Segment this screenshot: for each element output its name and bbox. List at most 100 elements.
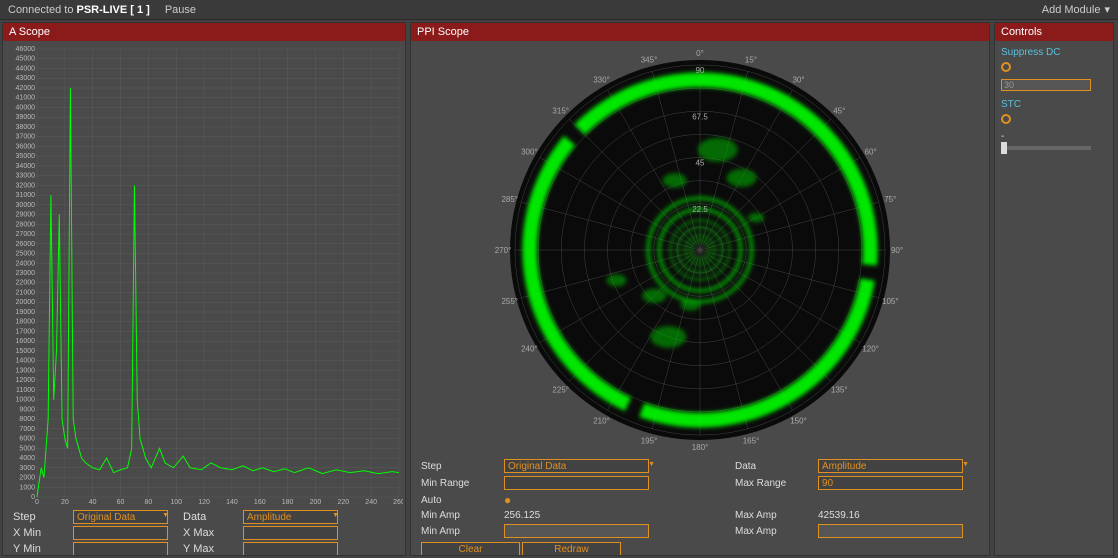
svg-text:34000: 34000 bbox=[16, 163, 36, 170]
svg-text:6000: 6000 bbox=[19, 436, 35, 443]
controls-header: Controls bbox=[995, 23, 1113, 41]
status-name: PSR-LIVE [ 1 ] bbox=[77, 4, 150, 16]
svg-text:13000: 13000 bbox=[16, 367, 36, 374]
svg-text:0: 0 bbox=[35, 499, 39, 505]
svg-text:43000: 43000 bbox=[16, 75, 36, 82]
xmax-label: X Max bbox=[183, 527, 233, 539]
ymin-label: Y Min bbox=[13, 543, 63, 555]
svg-text:12000: 12000 bbox=[16, 377, 36, 384]
svg-text:42000: 42000 bbox=[16, 85, 36, 92]
stc-radio[interactable] bbox=[1001, 114, 1011, 124]
ppi-minamp2-label: Min Amp bbox=[421, 526, 496, 537]
svg-text:160: 160 bbox=[254, 499, 266, 505]
ppi-minrange-label: Min Range bbox=[421, 478, 496, 489]
ppi-radar: 0°15°30°45°60°75°90°105°120°135°150°165°… bbox=[480, 45, 920, 455]
svg-text:100: 100 bbox=[170, 499, 182, 505]
svg-text:7000: 7000 bbox=[19, 426, 35, 433]
ppi-data-select[interactable]: Amplitude bbox=[818, 459, 963, 473]
svg-text:150°: 150° bbox=[790, 417, 807, 426]
svg-text:15000: 15000 bbox=[16, 348, 36, 355]
svg-text:33000: 33000 bbox=[16, 173, 36, 180]
svg-text:38000: 38000 bbox=[16, 124, 36, 131]
ppi-step-label: Step bbox=[421, 461, 496, 472]
chevron-down-icon: ▾ bbox=[1104, 3, 1110, 16]
svg-text:165°: 165° bbox=[743, 436, 760, 445]
ymax-input[interactable] bbox=[243, 542, 338, 555]
top-bar: Connected to PSR-LIVE [ 1 ] Pause Add Mo… bbox=[0, 0, 1118, 20]
svg-text:24000: 24000 bbox=[16, 260, 36, 267]
svg-text:18000: 18000 bbox=[16, 319, 36, 326]
svg-text:135°: 135° bbox=[831, 385, 848, 394]
ppi-panel: PPI Scope 0°15°30°4 bbox=[410, 22, 990, 556]
svg-text:40000: 40000 bbox=[16, 104, 36, 111]
svg-text:4000: 4000 bbox=[19, 455, 35, 462]
ppi-minamp-value: 256.125 bbox=[504, 510, 659, 521]
ppi-maxamp2-label: Max Amp bbox=[735, 526, 810, 537]
svg-text:25000: 25000 bbox=[16, 251, 36, 258]
svg-text:39000: 39000 bbox=[16, 114, 36, 121]
ppi-maxrange-input[interactable] bbox=[818, 476, 963, 490]
pause-button[interactable]: Pause bbox=[165, 4, 196, 16]
svg-text:220: 220 bbox=[337, 499, 349, 505]
svg-text:30°: 30° bbox=[792, 75, 804, 84]
redraw-button[interactable]: Redraw bbox=[522, 542, 621, 555]
suppress-dc-value[interactable]: 30 bbox=[1001, 79, 1091, 91]
svg-text:120°: 120° bbox=[862, 345, 879, 354]
connection-status: Connected to PSR-LIVE [ 1 ] bbox=[8, 4, 150, 16]
svg-text:80: 80 bbox=[144, 499, 152, 505]
svg-text:67.5: 67.5 bbox=[692, 112, 708, 121]
svg-text:41000: 41000 bbox=[16, 95, 36, 102]
ppi-maxamp-label: Max Amp bbox=[735, 510, 810, 521]
svg-text:255°: 255° bbox=[501, 297, 518, 306]
ascope-step-select[interactable]: Original Data bbox=[73, 510, 168, 524]
ymin-input[interactable] bbox=[73, 542, 168, 555]
svg-text:3000: 3000 bbox=[19, 465, 35, 472]
ppi-minrange-input[interactable] bbox=[504, 476, 649, 490]
svg-text:200: 200 bbox=[310, 499, 322, 505]
suppress-dc-radio[interactable] bbox=[1001, 62, 1011, 72]
svg-text:5000: 5000 bbox=[19, 445, 35, 452]
svg-text:26000: 26000 bbox=[16, 241, 36, 248]
svg-text:285°: 285° bbox=[501, 195, 518, 204]
svg-text:90: 90 bbox=[696, 66, 705, 75]
add-module-button[interactable]: Add Module ▾ bbox=[1042, 3, 1110, 16]
svg-text:180: 180 bbox=[282, 499, 294, 505]
svg-text:19000: 19000 bbox=[16, 309, 36, 316]
svg-text:27000: 27000 bbox=[16, 231, 36, 238]
ppi-header: PPI Scope bbox=[411, 23, 989, 41]
xmin-input[interactable] bbox=[73, 526, 168, 540]
svg-text:21000: 21000 bbox=[16, 289, 36, 296]
svg-text:8000: 8000 bbox=[19, 416, 35, 423]
ppi-step-select[interactable]: Original Data bbox=[504, 459, 649, 473]
xmin-label: X Min bbox=[13, 527, 63, 539]
clear-button[interactable]: Clear bbox=[421, 542, 520, 555]
stc-slider-thumb[interactable] bbox=[1001, 142, 1007, 154]
svg-text:270°: 270° bbox=[495, 246, 512, 255]
stc-dash: - bbox=[1001, 131, 1107, 142]
svg-text:11000: 11000 bbox=[16, 387, 35, 394]
add-module-label: Add Module bbox=[1042, 4, 1101, 16]
ascope-header: A Scope bbox=[3, 23, 405, 41]
stc-slider[interactable] bbox=[1001, 146, 1091, 150]
ascope-data-select[interactable]: Amplitude bbox=[243, 510, 338, 524]
svg-text:40: 40 bbox=[89, 499, 97, 505]
svg-text:20: 20 bbox=[61, 499, 69, 505]
svg-text:9000: 9000 bbox=[19, 406, 35, 413]
status-prefix: Connected to bbox=[8, 4, 77, 16]
svg-text:240°: 240° bbox=[521, 345, 538, 354]
svg-text:240: 240 bbox=[365, 499, 377, 505]
ascope-panel: A Scope 46000450004400043000420004100040… bbox=[2, 22, 406, 556]
ymax-label: Y Max bbox=[183, 543, 233, 555]
ppi-maxamp-input[interactable] bbox=[818, 524, 963, 538]
stc-label: STC bbox=[1001, 99, 1107, 110]
svg-text:45000: 45000 bbox=[16, 56, 36, 63]
svg-text:140: 140 bbox=[226, 499, 238, 505]
ppi-auto-label: Auto bbox=[421, 495, 496, 506]
svg-text:10000: 10000 bbox=[16, 397, 36, 404]
xmax-input[interactable] bbox=[243, 526, 338, 540]
svg-text:195°: 195° bbox=[641, 436, 658, 445]
svg-text:45°: 45° bbox=[833, 107, 845, 116]
svg-text:22.5: 22.5 bbox=[692, 205, 708, 214]
check-icon[interactable]: ● bbox=[504, 493, 659, 507]
ppi-minamp-input[interactable] bbox=[504, 524, 649, 538]
